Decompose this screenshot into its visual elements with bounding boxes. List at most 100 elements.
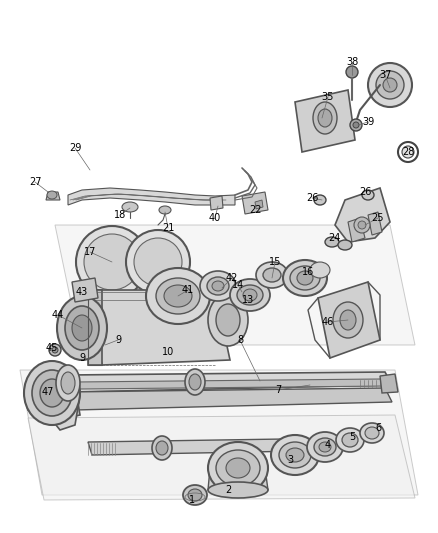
Ellipse shape bbox=[279, 442, 311, 468]
Ellipse shape bbox=[290, 266, 320, 290]
Text: 46: 46 bbox=[322, 317, 334, 327]
Text: 39: 39 bbox=[362, 117, 374, 127]
Ellipse shape bbox=[283, 260, 327, 296]
Text: 41: 41 bbox=[182, 285, 194, 295]
Ellipse shape bbox=[216, 304, 240, 336]
Ellipse shape bbox=[189, 374, 201, 390]
Ellipse shape bbox=[47, 191, 57, 199]
Ellipse shape bbox=[212, 281, 224, 291]
Ellipse shape bbox=[216, 450, 260, 486]
Text: 8: 8 bbox=[237, 335, 243, 345]
Polygon shape bbox=[380, 374, 398, 393]
Ellipse shape bbox=[49, 344, 61, 356]
Text: 1: 1 bbox=[189, 495, 195, 505]
Ellipse shape bbox=[122, 202, 138, 212]
Ellipse shape bbox=[226, 458, 250, 478]
Ellipse shape bbox=[354, 217, 370, 233]
Text: 9: 9 bbox=[79, 353, 85, 363]
Text: 45: 45 bbox=[46, 343, 58, 353]
Text: 17: 17 bbox=[84, 247, 96, 257]
Ellipse shape bbox=[56, 365, 80, 401]
Ellipse shape bbox=[208, 294, 248, 346]
Ellipse shape bbox=[134, 238, 182, 286]
Ellipse shape bbox=[84, 234, 140, 290]
Ellipse shape bbox=[398, 142, 418, 162]
Text: 2: 2 bbox=[225, 485, 231, 495]
Ellipse shape bbox=[183, 485, 207, 505]
Text: 40: 40 bbox=[209, 213, 221, 223]
Ellipse shape bbox=[314, 195, 326, 205]
Text: 37: 37 bbox=[379, 70, 391, 80]
Polygon shape bbox=[208, 468, 268, 490]
Ellipse shape bbox=[368, 63, 412, 107]
Polygon shape bbox=[242, 192, 268, 214]
Ellipse shape bbox=[72, 315, 92, 341]
Ellipse shape bbox=[346, 66, 358, 78]
Polygon shape bbox=[88, 438, 355, 455]
Polygon shape bbox=[28, 415, 415, 500]
Ellipse shape bbox=[159, 206, 171, 214]
Text: 15: 15 bbox=[269, 257, 281, 267]
Polygon shape bbox=[88, 290, 230, 365]
Ellipse shape bbox=[164, 285, 192, 307]
Text: 27: 27 bbox=[29, 177, 41, 187]
Ellipse shape bbox=[318, 109, 332, 127]
Ellipse shape bbox=[243, 289, 257, 301]
Polygon shape bbox=[295, 90, 355, 152]
Text: 5: 5 bbox=[349, 432, 355, 442]
Ellipse shape bbox=[185, 369, 205, 395]
Text: 26: 26 bbox=[359, 187, 371, 197]
Ellipse shape bbox=[40, 379, 64, 407]
Text: 7: 7 bbox=[275, 385, 281, 395]
Text: 25: 25 bbox=[372, 213, 384, 223]
Ellipse shape bbox=[52, 347, 58, 353]
Ellipse shape bbox=[310, 262, 330, 278]
Text: 43: 43 bbox=[76, 287, 88, 297]
Ellipse shape bbox=[208, 442, 268, 494]
Ellipse shape bbox=[338, 240, 352, 250]
Ellipse shape bbox=[65, 306, 99, 350]
Ellipse shape bbox=[156, 441, 168, 455]
Polygon shape bbox=[88, 290, 102, 365]
Polygon shape bbox=[55, 225, 415, 345]
Text: 28: 28 bbox=[402, 147, 414, 157]
Ellipse shape bbox=[156, 278, 200, 314]
Ellipse shape bbox=[76, 226, 148, 298]
Ellipse shape bbox=[32, 370, 72, 416]
Polygon shape bbox=[210, 196, 223, 210]
Ellipse shape bbox=[152, 436, 172, 460]
Ellipse shape bbox=[61, 372, 75, 394]
Ellipse shape bbox=[353, 122, 359, 128]
Ellipse shape bbox=[237, 285, 263, 305]
Polygon shape bbox=[255, 200, 263, 209]
Text: 42: 42 bbox=[226, 273, 238, 283]
Polygon shape bbox=[20, 370, 418, 495]
Ellipse shape bbox=[200, 271, 236, 301]
Text: 3: 3 bbox=[287, 455, 293, 465]
Polygon shape bbox=[348, 218, 365, 242]
Text: 16: 16 bbox=[302, 267, 314, 277]
Text: 38: 38 bbox=[346, 57, 358, 67]
Text: 6: 6 bbox=[375, 423, 381, 433]
Ellipse shape bbox=[342, 433, 358, 447]
Ellipse shape bbox=[24, 361, 80, 425]
Ellipse shape bbox=[336, 428, 364, 452]
Text: 4: 4 bbox=[325, 440, 331, 450]
Ellipse shape bbox=[307, 432, 343, 462]
Ellipse shape bbox=[358, 221, 366, 229]
Ellipse shape bbox=[376, 71, 404, 99]
Ellipse shape bbox=[57, 296, 107, 360]
Text: 24: 24 bbox=[328, 233, 340, 243]
Ellipse shape bbox=[286, 448, 304, 462]
Ellipse shape bbox=[340, 310, 356, 330]
Ellipse shape bbox=[314, 438, 336, 456]
Ellipse shape bbox=[230, 279, 270, 311]
Polygon shape bbox=[68, 388, 392, 410]
Ellipse shape bbox=[333, 302, 363, 338]
Ellipse shape bbox=[208, 482, 268, 498]
Ellipse shape bbox=[188, 489, 202, 501]
Ellipse shape bbox=[297, 271, 313, 285]
Ellipse shape bbox=[319, 442, 331, 452]
Ellipse shape bbox=[362, 190, 374, 200]
Text: 29: 29 bbox=[69, 143, 81, 153]
